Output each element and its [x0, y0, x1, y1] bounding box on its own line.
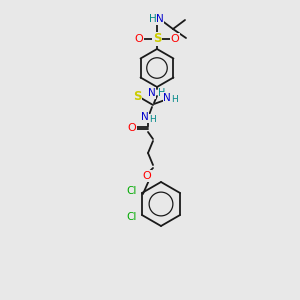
Text: N: N	[163, 93, 171, 103]
Text: O: O	[171, 34, 179, 44]
Text: Cl: Cl	[127, 186, 137, 196]
Text: H: H	[150, 115, 156, 124]
Text: O: O	[135, 34, 143, 44]
Text: N: N	[148, 88, 156, 98]
Text: N: N	[156, 14, 164, 24]
Text: O: O	[142, 171, 152, 181]
Text: S: S	[153, 32, 161, 46]
Text: H: H	[171, 94, 177, 103]
Text: O: O	[128, 123, 136, 133]
Text: Cl: Cl	[127, 212, 137, 222]
Text: S: S	[133, 91, 141, 103]
Text: H: H	[149, 14, 157, 24]
Text: H: H	[158, 88, 166, 98]
Text: N: N	[141, 112, 149, 122]
